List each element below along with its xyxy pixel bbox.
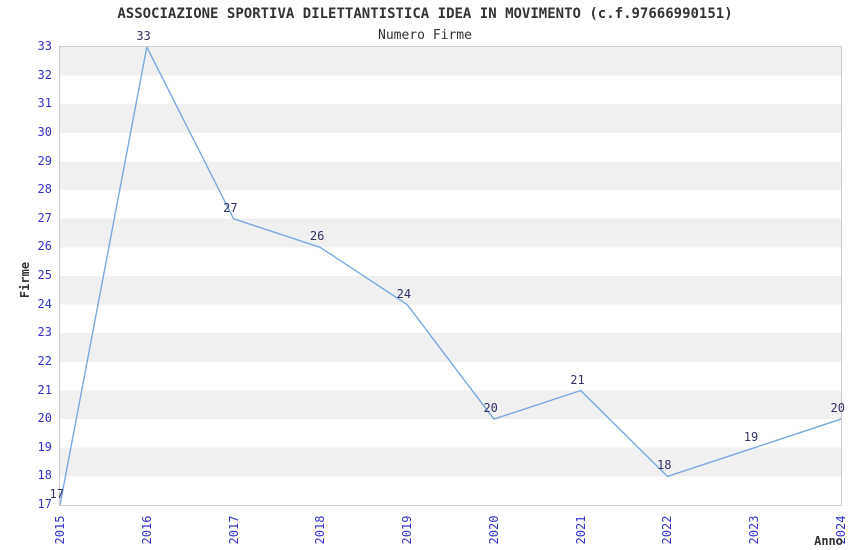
x-tick-label: 2018 — [313, 515, 328, 545]
y-tick-label: 19 — [37, 439, 52, 454]
chart-title: ASSOCIAZIONE SPORTIVA DILETTANTISTICA ID… — [117, 6, 733, 22]
x-tick-label: 2021 — [573, 515, 588, 545]
x-tick-label: 2015 — [53, 515, 67, 545]
data-point-label: 21 — [570, 372, 585, 387]
y-tick-label: 30 — [37, 124, 52, 139]
x-tick-label: 2022 — [660, 515, 675, 545]
x-axis-title: Anno — [814, 534, 843, 548]
y-tick-label: 29 — [37, 153, 52, 168]
chart-subtitle: Numero Firme — [378, 28, 472, 43]
x-tick-label: 2016 — [139, 515, 154, 545]
data-point-label: 17 — [49, 487, 64, 501]
y-tick-label: 28 — [37, 182, 52, 197]
y-tick-label: 33 — [37, 39, 52, 53]
y-tick-label: 20 — [37, 411, 52, 426]
y-tick-label: 21 — [37, 382, 52, 397]
y-tick-label: 23 — [37, 325, 52, 340]
y-tick-label: 31 — [37, 96, 52, 111]
y-axis-title: Firme — [18, 261, 32, 299]
data-point-label: 19 — [743, 429, 759, 444]
x-tick-label: 2017 — [226, 515, 241, 545]
plot-area — [59, 46, 842, 506]
y-tick-label: 26 — [37, 239, 52, 254]
y-tick-label: 27 — [37, 210, 52, 225]
series-line — [60, 47, 841, 505]
y-tick-label: 22 — [37, 353, 52, 368]
data-point-label: 20 — [483, 401, 498, 416]
data-point-label: 20 — [830, 401, 845, 416]
data-point-label: 27 — [223, 200, 238, 215]
x-tick-label: 2023 — [747, 515, 762, 545]
x-tick-label: 2020 — [486, 515, 501, 545]
x-tick-label: 2019 — [400, 515, 415, 545]
data-point-label: 33 — [136, 29, 151, 43]
data-point-label: 24 — [396, 286, 412, 301]
data-point-label: 18 — [657, 458, 672, 473]
y-tick-label: 24 — [37, 296, 52, 311]
y-tick-label: 25 — [37, 268, 52, 282]
y-tick-label: 32 — [37, 67, 52, 82]
data-point-label: 26 — [309, 229, 325, 244]
y-tick-label: 17 — [37, 497, 52, 511]
series-svg — [60, 47, 841, 505]
y-tick-label: 18 — [37, 468, 52, 483]
